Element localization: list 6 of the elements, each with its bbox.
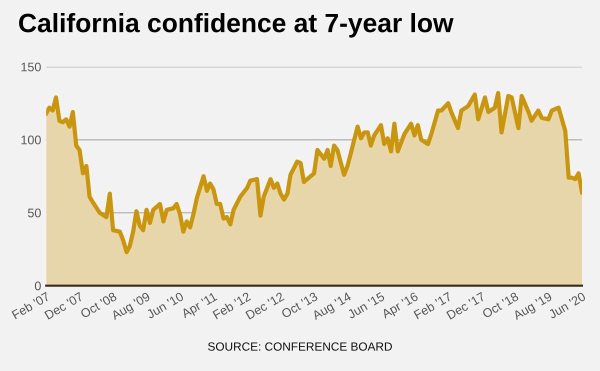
y-tick-label: 50 (28, 208, 41, 218)
source-note: SOURCE: CONFERENCE BOARD (208, 342, 392, 351)
y-tick-label: 100 (21, 136, 41, 144)
y-tick-label: 150 (21, 62, 41, 72)
y-tick-label: 0 (34, 281, 41, 290)
chart-title: California confidence at 7-year low (19, 12, 454, 38)
